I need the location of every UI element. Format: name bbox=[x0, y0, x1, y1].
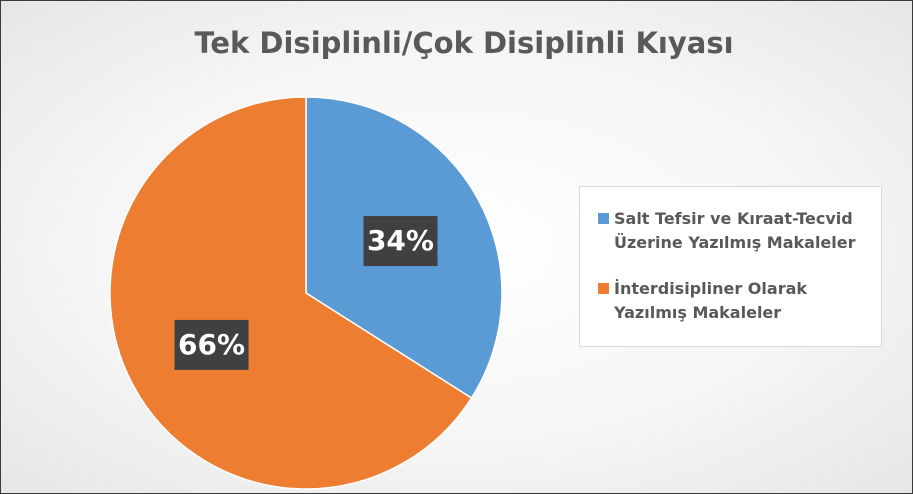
legend-label: İnterdisipliner Olarak Yazılmış Makalele… bbox=[614, 279, 808, 322]
data-label-box bbox=[174, 319, 249, 370]
legend-item: Salt Tefsir ve Kıraat-Tecvid Üzerine Yaz… bbox=[598, 207, 871, 255]
legend: Salt Tefsir ve Kıraat-Tecvid Üzerine Yaz… bbox=[579, 186, 882, 347]
pie-slice bbox=[109, 96, 473, 490]
data-label-box bbox=[363, 216, 438, 267]
data-label: 34% bbox=[367, 224, 434, 257]
legend-swatch bbox=[598, 213, 609, 224]
chart-title: Tek Disiplinli/Çok Disiplinli Kıyası bbox=[194, 26, 733, 60]
legend-label: Salt Tefsir ve Kıraat-Tecvid Üzerine Yaz… bbox=[614, 209, 856, 252]
data-label: 66% bbox=[178, 328, 245, 361]
legend-swatch bbox=[598, 283, 609, 294]
legend-item: İnterdisipliner Olarak Yazılmış Makalele… bbox=[598, 277, 871, 325]
